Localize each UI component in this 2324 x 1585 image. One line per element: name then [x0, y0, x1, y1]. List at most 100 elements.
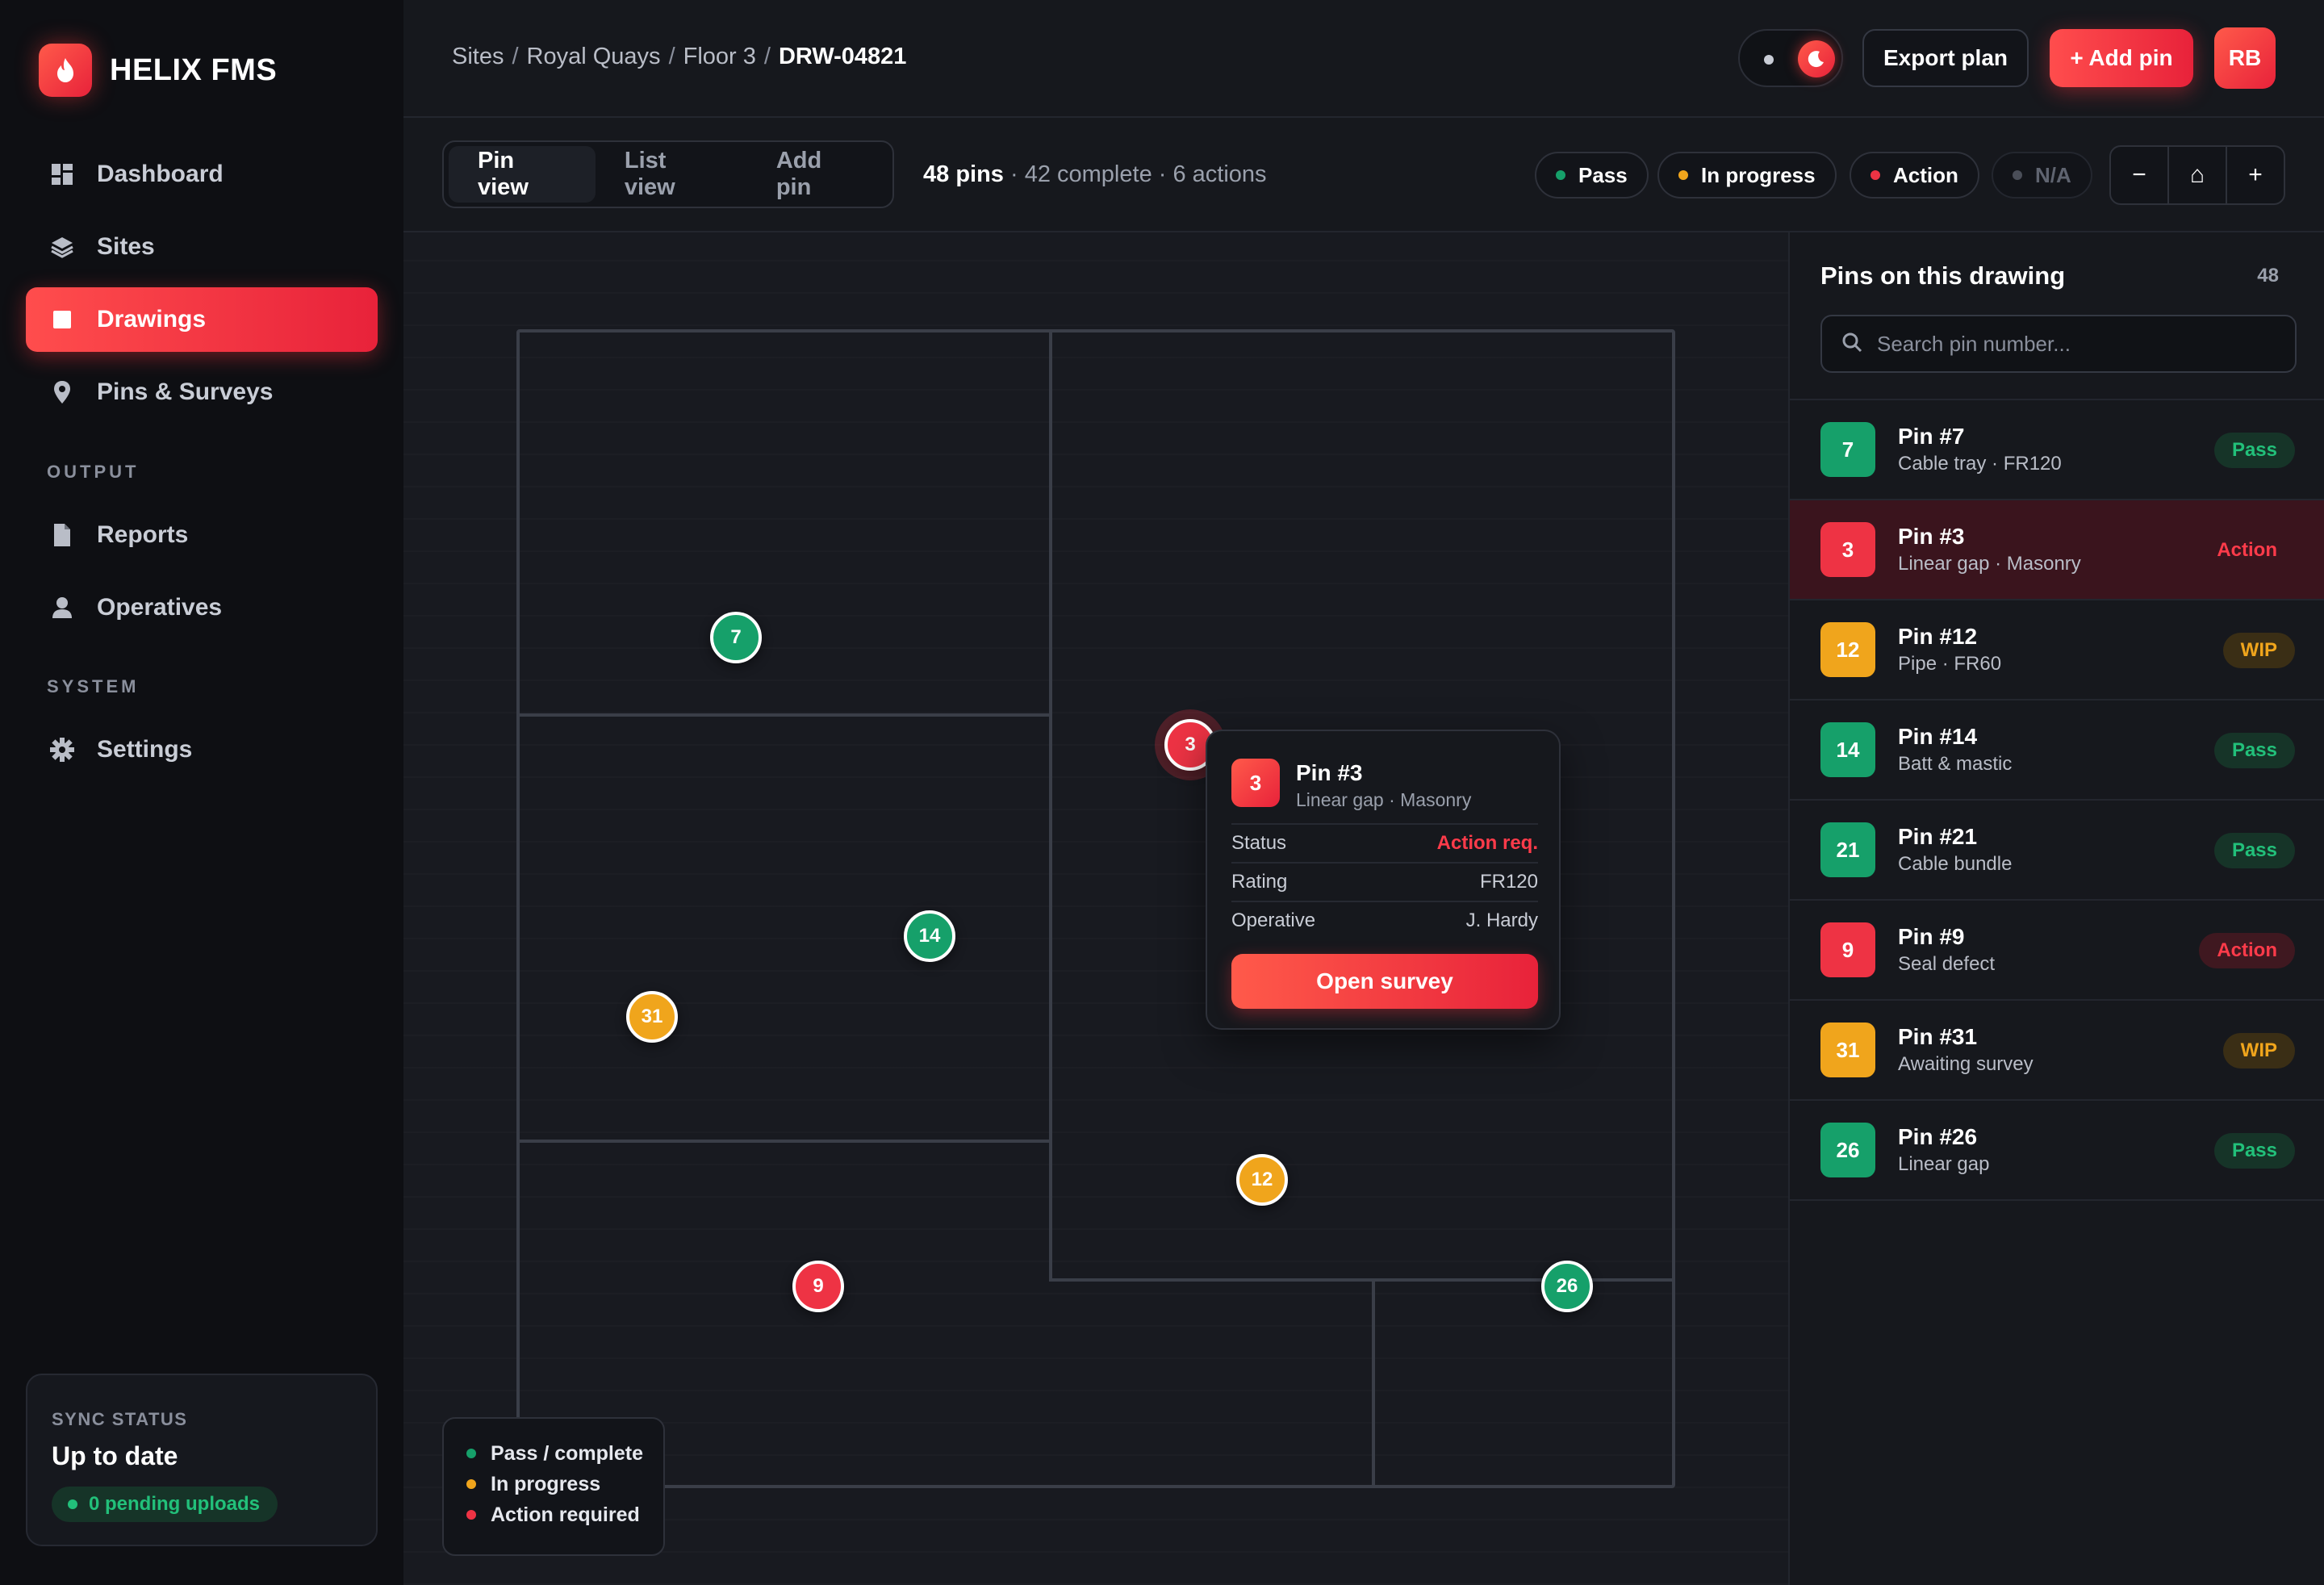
list-item[interactable]: 31 Pin #31 Awaiting survey WIP — [1790, 1001, 2324, 1101]
breadcrumb-floor[interactable]: Floor 3 — [683, 44, 756, 69]
section-title-output: OUTPUT — [47, 462, 140, 482]
row-label: Operative — [1231, 910, 1316, 931]
sidebar-item-operatives[interactable]: Operatives — [26, 575, 378, 640]
amber-dot-icon — [466, 1479, 476, 1489]
pin-subtitle: Cable tray · FR120 — [1898, 453, 2062, 475]
pending-uploads-badge: 0 pending uploads — [52, 1487, 278, 1522]
pin-subtitle: Seal defect — [1898, 953, 1996, 975]
sync-status-label: SYNC STATUS — [52, 1409, 188, 1429]
list-item[interactable]: 14 Pin #14 Batt & mastic Pass — [1790, 700, 2324, 801]
filter-pass[interactable]: Pass — [1535, 152, 1649, 199]
sidebar-item-sites[interactable]: Sites — [26, 215, 378, 279]
pin-title: Pin #31 — [1898, 1024, 1978, 1049]
filter-label: In progress — [1701, 162, 1816, 187]
pin-marker-12[interactable]: 12 — [1236, 1154, 1288, 1206]
sidebar-item-label: Reports — [97, 521, 189, 548]
pin-marker-9[interactable]: 9 — [792, 1261, 844, 1312]
list-item[interactable]: 26 Pin #26 Linear gap Pass — [1790, 1101, 2324, 1201]
pin-subtitle: Pipe · FR60 — [1898, 653, 2002, 675]
row-value: FR120 — [1479, 871, 1538, 893]
open-survey-button[interactable]: Open survey — [1231, 954, 1538, 1009]
tab-list-view[interactable]: List view — [624, 148, 675, 200]
sidebar-item-pins-surveys[interactable]: Pins & Surveys — [26, 360, 378, 424]
list-item[interactable]: 3 Pin #3 Linear gap · Masonry Action — [1790, 500, 2324, 600]
legend-label: In progress — [491, 1472, 601, 1495]
status-badge: Action — [2217, 539, 2277, 561]
filter-na[interactable]: N/A — [1992, 152, 2092, 199]
zoom-controls: − ⌂ + — [2109, 145, 2285, 205]
breadcrumb: Sites / Royal Quays / Floor 3 / DRW-0482… — [452, 44, 906, 70]
pin-title: Pin #26 — [1898, 1124, 1978, 1149]
popover-title: Pin #3 — [1296, 760, 1363, 785]
sync-status-card: SYNC STATUS Up to date 0 pending uploads — [26, 1374, 378, 1546]
sidebar-item-drawings[interactable]: Drawings — [26, 287, 378, 352]
pin-popover: 3 Pin #3 Linear gap · Masonry Status Act… — [1206, 730, 1561, 1030]
sidebar: HELIX FMS Dashboard Sites Drawings Pins … — [0, 0, 403, 1585]
breadcrumb-separator: / — [763, 44, 771, 69]
plan-wall — [516, 1140, 1051, 1143]
status-badge: Action — [2199, 933, 2295, 968]
plan-wall — [1049, 1278, 1675, 1282]
filter-label: N/A — [2035, 162, 2071, 187]
pin-marker-14[interactable]: 14 — [904, 910, 955, 962]
sidebar-item-reports[interactable]: Reports — [26, 503, 378, 567]
green-dot-icon — [1556, 170, 1565, 180]
flame-icon — [39, 44, 92, 97]
search-input[interactable] — [1877, 331, 2280, 357]
layers-icon — [50, 235, 74, 259]
pin-subtitle: Batt & mastic — [1898, 753, 2013, 775]
sidebar-item-label: Settings — [97, 736, 193, 763]
status-badge: Pass — [2213, 833, 2295, 868]
drawing-canvas[interactable]: 7 3 14 31 12 9 26 3 Pin #3 Linear gap · … — [403, 232, 1788, 1585]
pin-badge: 14 — [1820, 722, 1875, 777]
plan-wall — [1372, 1278, 1375, 1488]
pin-badge: 21 — [1820, 822, 1875, 877]
sidebar-item-label: Dashboard — [97, 161, 224, 187]
avatar[interactable]: RB — [2214, 27, 2276, 89]
panel-pin-count: 48 — [2257, 265, 2279, 286]
list-item[interactable]: 7 Pin #7 Cable tray · FR120 Pass — [1790, 400, 2324, 500]
app-logo[interactable]: HELIX FMS — [39, 44, 277, 97]
filter-in-progress[interactable]: In progress — [1657, 152, 1837, 199]
tab-add-pin[interactable]: Add pin — [775, 148, 822, 200]
zoom-out-button[interactable]: − — [2111, 147, 2169, 203]
sidebar-item-dashboard[interactable]: Dashboard — [26, 142, 378, 207]
pin-badge: 7 — [1820, 422, 1875, 477]
red-dot-icon — [466, 1510, 476, 1520]
list-item[interactable]: 9 Pin #9 Seal defect Action — [1790, 901, 2324, 1001]
sidebar-item-label: Pins & Surveys — [97, 378, 274, 405]
green-dot-icon — [466, 1449, 476, 1458]
filter-action[interactable]: Action — [1850, 152, 1979, 199]
moon-icon — [1798, 40, 1835, 77]
breadcrumb-separator: / — [512, 44, 519, 69]
list-item[interactable]: 21 Pin #21 Cable bundle Pass — [1790, 801, 2324, 901]
pin-count: 48 pins — [923, 161, 1004, 187]
sidebar-item-settings[interactable]: Settings — [26, 717, 378, 782]
pin-marker-7[interactable]: 7 — [710, 612, 762, 663]
sidebar-item-label: Operatives — [97, 594, 223, 621]
breadcrumb-site[interactable]: Royal Quays — [526, 44, 661, 69]
status-badge: WIP — [2222, 1033, 2295, 1069]
zoom-reset-button[interactable]: ⌂ — [2169, 147, 2227, 203]
breadcrumb-current: DRW-04821 — [778, 44, 907, 69]
row-label: Rating — [1231, 871, 1288, 893]
status-badge: Pass — [2213, 733, 2295, 768]
theme-toggle[interactable] — [1738, 29, 1843, 87]
pin-badge: 3 — [1820, 522, 1875, 577]
export-plan-button[interactable]: Export plan — [1862, 29, 2029, 87]
panel-title: Pins on this drawing — [1820, 261, 2066, 290]
legend-label: Action required — [491, 1503, 640, 1526]
pin-title: Pin #7 — [1898, 424, 1965, 449]
legend-label: Pass / complete — [491, 1441, 643, 1465]
pin-marker-31[interactable]: 31 — [626, 991, 678, 1043]
list-item[interactable]: 12 Pin #12 Pipe · FR60 WIP — [1790, 600, 2324, 700]
pin-summary: 48 pins · 42 complete · 6 actions — [923, 161, 1267, 188]
zoom-in-button[interactable]: + — [2248, 161, 2263, 188]
status-legend: Pass / complete In progress Action requi… — [442, 1417, 665, 1556]
filter-label: Action — [1893, 162, 1958, 187]
pin-marker-26[interactable]: 26 — [1541, 1261, 1593, 1312]
breadcrumb-sites[interactable]: Sites — [452, 44, 504, 69]
add-pin-button[interactable]: + Add pin — [2050, 29, 2193, 87]
red-dot-icon — [1870, 170, 1880, 180]
tab-pin-view[interactable]: Pin view — [449, 146, 596, 203]
